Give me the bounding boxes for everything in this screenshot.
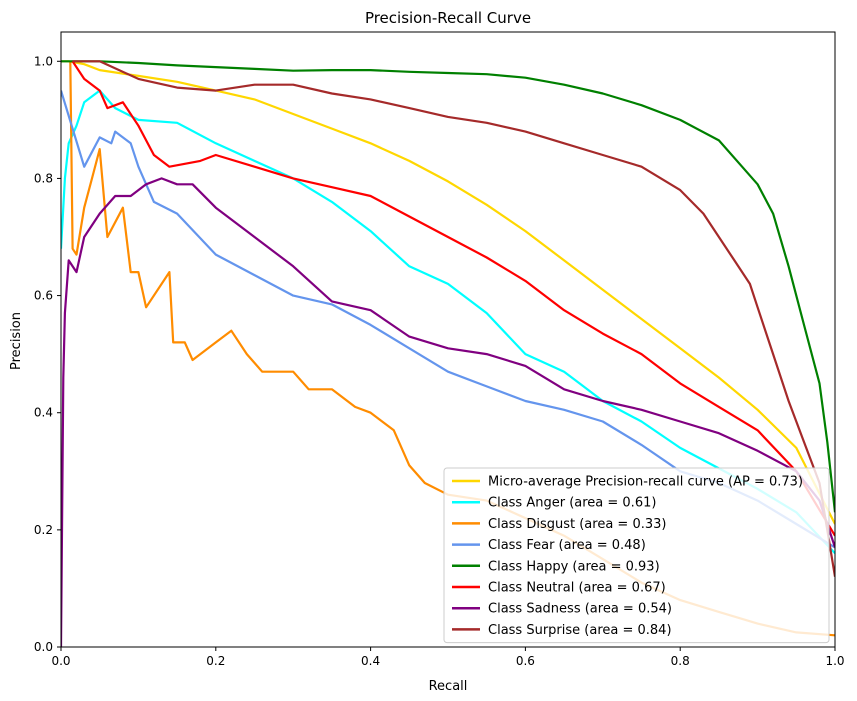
- y-tick-label: 0.2: [34, 523, 53, 537]
- y-tick-label: 0.6: [34, 289, 53, 303]
- plot-area: [60, 31, 836, 648]
- series-line-1: [61, 89, 835, 555]
- legend-box: [443, 467, 830, 644]
- series-line-6: [61, 177, 835, 647]
- x-axis-label: Recall: [429, 679, 468, 694]
- chart-title: Precision-Recall Curve: [365, 9, 531, 27]
- series-line-0: [61, 60, 835, 525]
- legend-entry: Class Sadness (area = 0.54): [488, 602, 672, 617]
- y-tick-label: 0.4: [34, 406, 53, 420]
- legend-entry: Class Anger (area = 0.61): [488, 496, 656, 511]
- y-axis: 0.0 0.2 0.4 0.6 0.8 1.0: [34, 54, 61, 654]
- legend: Micro-average Precision-recall curve (AP…: [443, 467, 830, 644]
- y-tick-label: 0.0: [34, 640, 53, 654]
- legend-entry: Class Disgust (area = 0.33): [488, 517, 666, 532]
- x-tick-label: 1.0: [825, 654, 844, 668]
- series-line-4: [61, 60, 835, 513]
- x-tick-label: 0.8: [671, 654, 690, 668]
- series-line-3: [61, 90, 835, 549]
- plot-frame: [60, 31, 836, 648]
- series-line-5: [71, 60, 835, 537]
- legend-entry: Class Neutral (area = 0.67): [488, 581, 666, 596]
- y-tick-label: 1.0: [34, 54, 53, 68]
- legend-entry: Class Fear (area = 0.48): [488, 538, 646, 553]
- x-tick-label: 0.0: [51, 654, 70, 668]
- x-tick-label: 0.6: [516, 654, 535, 668]
- y-tick-label: 0.8: [34, 171, 53, 185]
- x-tick-label: 0.4: [361, 654, 380, 668]
- legend-entry: Class Surprise (area = 0.84): [488, 623, 672, 638]
- x-axis: 0.0 0.2 0.4 0.6 0.8 1.0: [51, 647, 845, 668]
- y-axis-label: Precision: [9, 312, 24, 370]
- legend-entry: Class Happy (area = 0.93): [488, 559, 660, 574]
- x-tick-label: 0.2: [206, 654, 225, 668]
- legend-entry: Micro-average Precision-recall curve (AP…: [488, 475, 803, 490]
- series-line-7: [72, 60, 835, 577]
- series-lines: [61, 60, 835, 647]
